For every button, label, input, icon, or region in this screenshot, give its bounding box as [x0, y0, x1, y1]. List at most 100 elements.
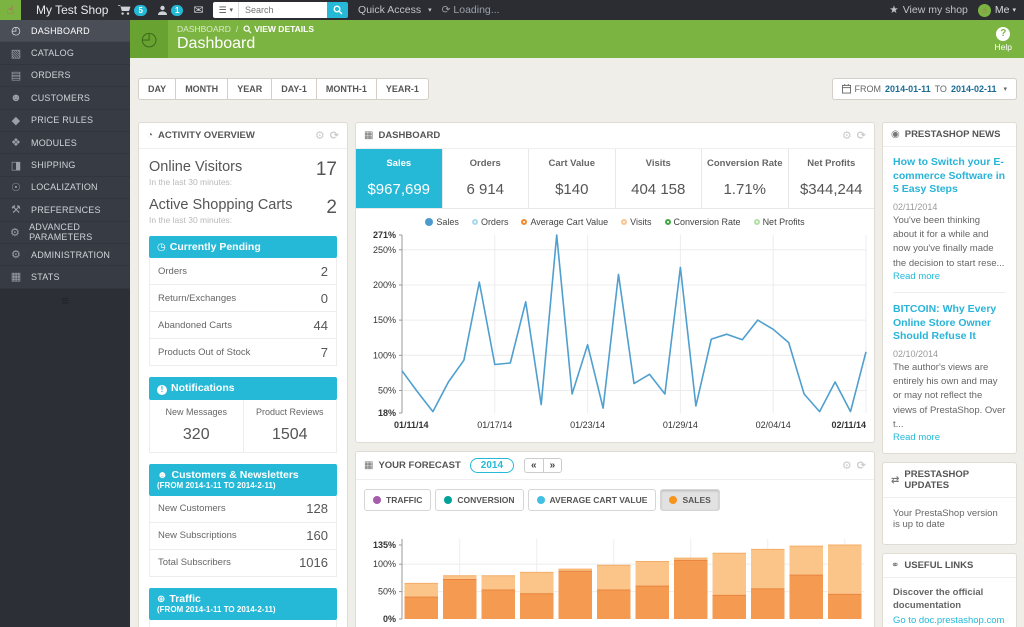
panel-title: PRESTASHOP UPDATES: [904, 469, 969, 492]
kpi-sales[interactable]: Sales $967,699: [356, 149, 443, 208]
legend-conversion-rate[interactable]: Conversion Rate: [664, 217, 741, 227]
read-more-link[interactable]: Read more: [893, 270, 940, 282]
new-messages-cell[interactable]: New Messages 320: [149, 399, 244, 453]
sidebar-item-dashboard[interactable]: ◴ DASHBOARD: [0, 20, 130, 43]
article-title-link[interactable]: BITCOIN: Why Every Online Store Owner Sh…: [893, 302, 997, 343]
online-visitors-stat: Online Visitors In the last 30 minutes: …: [139, 149, 347, 187]
tab-average-cart-value[interactable]: AVERAGE CART VALUE: [527, 489, 657, 511]
range-year-1-button[interactable]: YEAR-1: [376, 78, 429, 100]
stat-sub: In the last 30 minutes:: [149, 177, 233, 187]
total-subscribers-row[interactable]: Total Subscribers 1016: [149, 549, 337, 577]
kpi-orders[interactable]: Orders 6 914: [443, 149, 529, 208]
svg-text:200%: 200%: [373, 280, 396, 290]
sidebar-item-price-rules[interactable]: ◆ PRICE RULES: [0, 110, 130, 132]
sidebar-item-administration[interactable]: ⚙ ADMINISTRATION: [0, 244, 130, 267]
previous-year-button[interactable]: «: [524, 458, 543, 473]
activity-overview-panel: ◔ ACTIVITY OVERVIEW ⚙ ⟳ Online Visitors …: [138, 122, 348, 627]
page-header: ◴ DASHBOARD / VIEW DETAILS Dashboard ? H…: [130, 20, 1024, 58]
range-month-1-button[interactable]: MONTH-1: [316, 78, 377, 100]
messages-menu[interactable]: ✉: [193, 3, 203, 17]
gear-icon[interactable]: ⚙: [841, 130, 852, 142]
sidebar-item-localization[interactable]: ☉ LOCALIZATION: [0, 177, 130, 200]
range-day-button[interactable]: DAY: [138, 78, 177, 100]
range-year-button[interactable]: YEAR: [228, 78, 273, 100]
search-scope-dropdown[interactable]: ☰ ▾: [213, 2, 240, 18]
news-article: How to Switch your E-commerce Software i…: [893, 156, 1006, 282]
pending-orders-row[interactable]: Orders 2: [149, 258, 337, 285]
kpi-conversion-rate[interactable]: Conversion Rate 1.71%: [702, 149, 789, 208]
tab-conversion[interactable]: CONVERSION: [435, 489, 524, 511]
cart-icon: [118, 5, 131, 15]
legend-orders[interactable]: Orders: [471, 217, 508, 227]
search-input[interactable]: [239, 2, 328, 18]
kpi-net-profits[interactable]: Net Profits $344,244: [799, 158, 863, 198]
view-my-shop-link[interactable]: ★ View my shop: [889, 4, 968, 16]
globe-icon: ⊕: [157, 593, 166, 605]
sidebar: ◴ DASHBOARD ▧ CATALOG ▤ ORDERS ☻ CUSTOMERS ◆…: [0, 20, 130, 627]
rss-icon: ◉: [891, 129, 900, 140]
article-title-link[interactable]: How to Switch your E-commerce Software i…: [893, 156, 1006, 196]
gears-icon: ⚙: [10, 226, 21, 239]
google-analytics-link[interactable]: Link to your Google Analytics account: [149, 619, 337, 627]
active-carts-stat: Active Shopping Carts In the last 30 min…: [139, 187, 347, 225]
kpi-visits[interactable]: Visits 404 158: [616, 149, 702, 208]
topbar: ☝ My Test Shop 5 1 ✉ ☰▾ Quick Access▾ ⟳L…: [0, 0, 1024, 20]
product-reviews-cell[interactable]: Product Reviews 1504: [243, 399, 337, 453]
refresh-icon[interactable]: ⟳: [329, 130, 339, 142]
legend-net-profits[interactable]: Net Profits: [753, 217, 805, 227]
breadcrumb-dashboard-link[interactable]: DASHBOARD: [177, 24, 231, 34]
date-range-picker[interactable]: FROM 2014-01-11 TO 2014-02-11 ▾: [831, 78, 1017, 100]
sidebar-item-customers[interactable]: ☻ CUSTOMERS: [0, 87, 130, 110]
quick-access-menu[interactable]: Quick Access ▾: [358, 4, 432, 16]
abandoned-carts-row[interactable]: Abandoned Carts 44: [149, 312, 337, 339]
to-label: TO: [934, 84, 947, 94]
search-button[interactable]: [327, 2, 349, 18]
kpi-cart-value[interactable]: Cart Value $140: [529, 149, 616, 208]
customers-icon: ☻: [10, 91, 22, 104]
view-details-link[interactable]: VIEW DETAILS: [243, 24, 314, 34]
legend-average-cart-value[interactable]: Average Cart Value: [521, 217, 608, 227]
new-customers-row[interactable]: New Customers 128: [149, 495, 337, 523]
useful-links-panel: ⚭ USEFUL LINKS Discover the official doc…: [882, 553, 1017, 627]
forecast-bar-chart: 135%100%50%0%FebruaryAprilJuneAugustOcto…: [373, 539, 866, 627]
gear-icon[interactable]: ⚙: [314, 130, 325, 142]
gear-icon[interactable]: ⚙: [841, 460, 852, 472]
customers-notifications-menu[interactable]: 1: [157, 4, 184, 16]
shop-name-link[interactable]: My Test Shop: [36, 3, 109, 17]
new-subscriptions-row[interactable]: New Subscriptions 160: [149, 522, 337, 550]
refresh-icon[interactable]: ⟳: [856, 460, 866, 472]
pending-returns-row[interactable]: Return/Exchanges 0: [149, 285, 337, 312]
sidebar-item-catalog[interactable]: ▧ CATALOG: [0, 42, 130, 65]
refresh-icon[interactable]: ⟳: [856, 130, 866, 142]
prestashop-logo[interactable]: ☝: [0, 0, 21, 20]
svg-text:100%: 100%: [373, 559, 396, 569]
year-selector[interactable]: 2014: [469, 458, 515, 473]
sidebar-item-stats[interactable]: ▦ STATS: [0, 266, 130, 289]
next-year-button[interactable]: »: [542, 458, 563, 473]
sidebar-item-preferences[interactable]: ⚒ PREFERENCES: [0, 199, 130, 222]
sidebar-item-advanced-parameters[interactable]: ⚙ ADVANCED PARAMETERS: [0, 222, 130, 244]
svg-text:135%: 135%: [373, 540, 396, 550]
sidebar-item-shipping[interactable]: ◨ SHIPPING: [0, 154, 130, 177]
range-month-button[interactable]: MONTH: [176, 78, 229, 100]
legend-dot: [664, 219, 671, 225]
article-excerpt: The author's views are entirely his own …: [893, 361, 1006, 430]
out-of-stock-row[interactable]: Products Out of Stock 7: [149, 339, 337, 366]
help-button[interactable]: ? Help: [995, 20, 1024, 58]
clock-icon: ◷: [157, 242, 166, 253]
read-more-link[interactable]: Read more: [893, 432, 940, 444]
range-day-1-button[interactable]: DAY-1: [272, 78, 317, 100]
notifications-header: ! Notifications: [149, 377, 337, 400]
legend-sales[interactable]: Sales: [425, 217, 459, 227]
sidebar-item-label: ADMINISTRATION: [31, 249, 111, 260]
sidebar-item-orders[interactable]: ▤ ORDERS: [0, 65, 130, 88]
sidebar-item-modules[interactable]: ❖ MODULES: [0, 132, 130, 155]
sidebar-collapse-handle[interactable]: ≡: [61, 293, 69, 308]
svg-text:01/23/14: 01/23/14: [570, 420, 605, 430]
tab-sales[interactable]: SALES: [660, 489, 720, 511]
user-menu[interactable]: ☝ Me ▾: [977, 3, 1016, 17]
tab-traffic[interactable]: TRAFFIC: [364, 489, 432, 511]
cart-notifications-menu[interactable]: 5: [118, 4, 147, 16]
legend-visits[interactable]: Visits: [621, 217, 652, 227]
doc-link[interactable]: Go to doc.prestashop.com: [893, 614, 1005, 626]
